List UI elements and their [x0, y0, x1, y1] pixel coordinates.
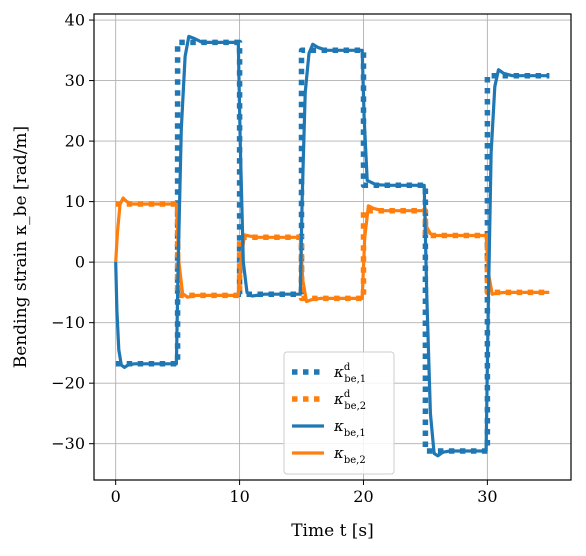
y-tick-label: −20 — [51, 374, 85, 393]
legend-label-4: κbe,2 — [333, 444, 366, 466]
y-tick-label: 0 — [75, 253, 85, 272]
legend-label-3: κbe,1 — [333, 417, 366, 439]
x-tick-label: 20 — [353, 487, 373, 506]
legend-label-1: κd be,1 — [333, 362, 366, 385]
y-tick-label: 20 — [65, 132, 85, 151]
legend: κd be,1 κd be,2 κbe,1 κbe,2 — [283, 351, 395, 475]
series-line-3 — [114, 34, 550, 458]
legend-label-2: κd be,2 — [333, 389, 366, 412]
x-axis-label: Time t [s] — [291, 521, 374, 541]
legend-box — [283, 351, 395, 475]
y-tick-label: 30 — [65, 71, 85, 90]
x-tick-label: 30 — [477, 487, 497, 506]
tick-layer: 0 10 20 30 −30 −20 −10 0 10 20 30 40 — [51, 11, 497, 506]
series-layer — [114, 34, 550, 458]
y-tick-label: 40 — [65, 11, 85, 30]
plot-frame — [93, 13, 572, 481]
series-line-4 — [114, 196, 550, 304]
x-tick-label: 0 — [111, 487, 121, 506]
y-tick-label: −10 — [51, 313, 85, 332]
y-tick-label: 10 — [65, 192, 85, 211]
x-tick-label: 10 — [229, 487, 249, 506]
y-tick-label: −30 — [51, 434, 85, 453]
y-axis-label: Bending strain κ_be [rad/m] — [11, 126, 31, 368]
